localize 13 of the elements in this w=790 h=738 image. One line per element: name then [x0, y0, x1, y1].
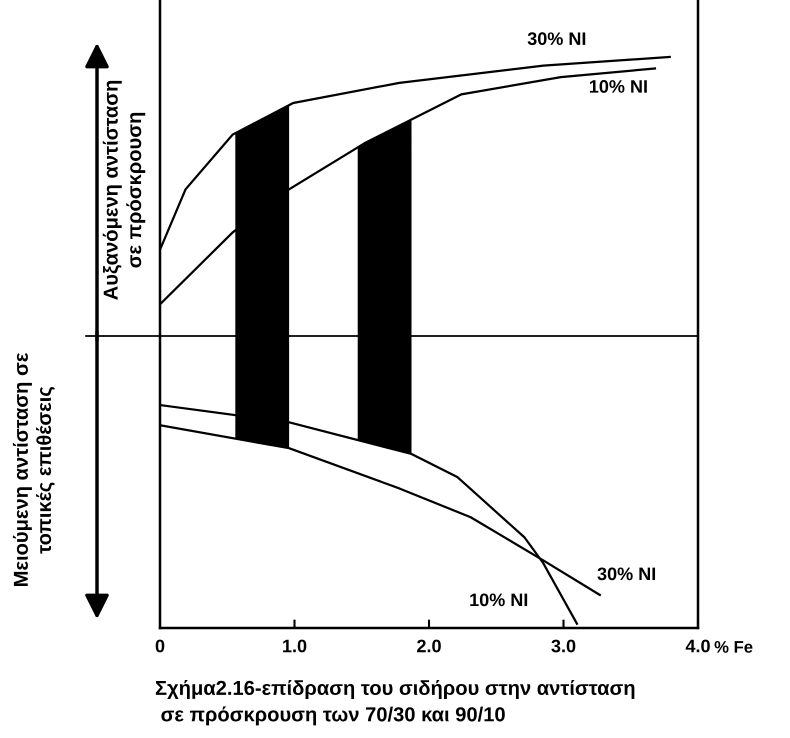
x-tick-label: 1.0 — [283, 640, 306, 652]
series-label: 10% NI — [590, 80, 647, 93]
x-tick-label: 3.0 — [551, 640, 576, 652]
x-tick-label: 2.0 — [417, 640, 441, 652]
x-tick-label: 0 — [156, 640, 164, 652]
text: Σχήμα2.16-επίδραση του σιδήρου στην αντίσταση σε πρόσκρουση των 70/30 και 90/10 — [156, 680, 634, 726]
text: Αυξανόμενη αντίσταση σε πρόσκρουση — [102, 80, 146, 300]
series-label: 30% NI — [528, 32, 586, 46]
series-label: 30% NI — [597, 567, 656, 580]
text: Μειούμενη αντίσταση σε τοπικές επιθέσεις — [12, 352, 55, 586]
x-axis-title: % Fe — [714, 641, 752, 653]
series-label: 10% NI — [470, 593, 528, 606]
x-tick-label: 4.0 — [686, 640, 710, 652]
